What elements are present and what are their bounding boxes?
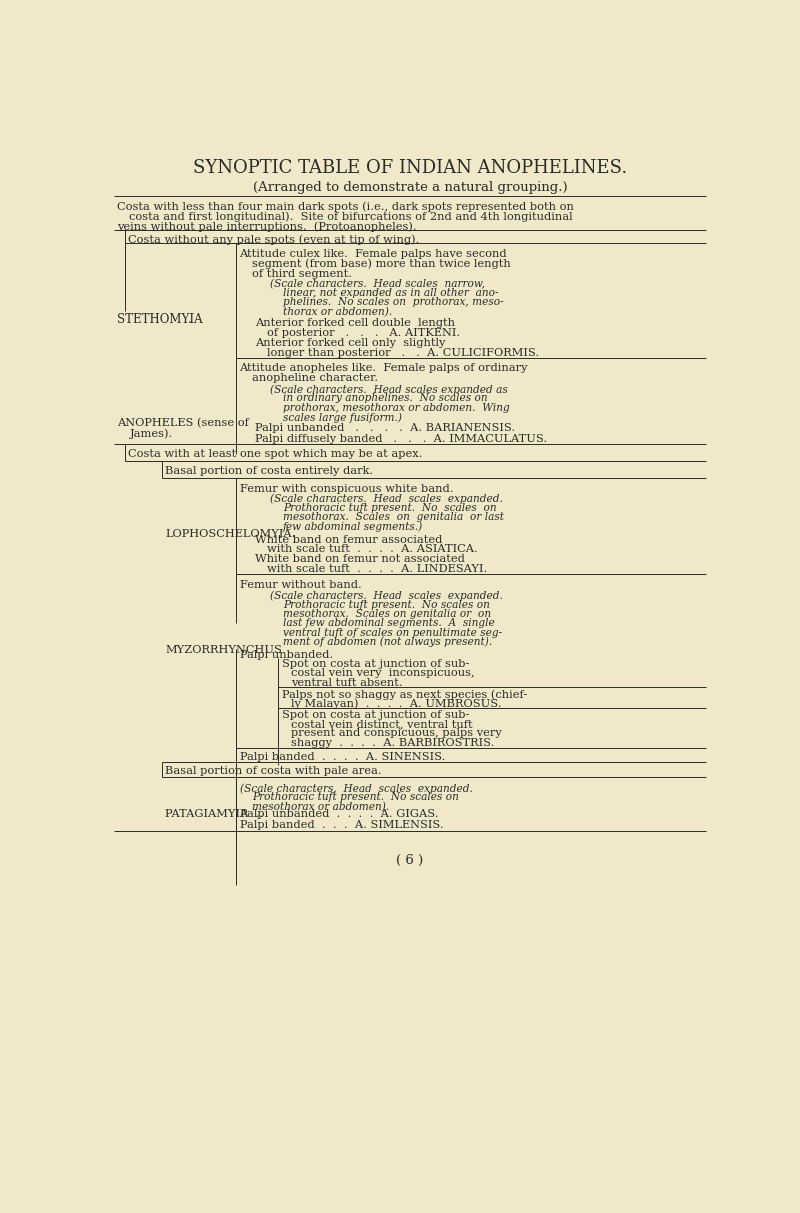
Text: veins without pale interruptions.  (Protoanopheles).: veins without pale interruptions. (Proto…	[117, 221, 417, 232]
Text: MYZORRHYNCHUS: MYZORRHYNCHUS	[165, 644, 282, 655]
Text: mesothorax or abdomen).: mesothorax or abdomen).	[252, 802, 389, 811]
Text: (Scale characters.  Head  scales  expanded.: (Scale characters. Head scales expanded.	[270, 591, 503, 602]
Text: Costa with at least one spot which may be at apex.: Costa with at least one spot which may b…	[128, 449, 422, 459]
Text: Basal portion of costa with pale area.: Basal portion of costa with pale area.	[165, 767, 382, 776]
Text: .: .	[188, 313, 192, 326]
Text: linear, not expanded as in all other  ano-: linear, not expanded as in all other ano…	[283, 287, 498, 298]
Text: longer than posterior   .   .  A. CULICIFORMIS.: longer than posterior . . A. CULICIFORMI…	[267, 348, 539, 358]
Text: prothorax, mesothorax or abdomen.  Wing: prothorax, mesothorax or abdomen. Wing	[283, 403, 510, 412]
Text: (Scale characters.  Head  scales  expanded.: (Scale characters. Head scales expanded.	[239, 784, 472, 793]
Text: (Arranged to demonstrate a natural grouping.): (Arranged to demonstrate a natural group…	[253, 181, 567, 194]
Text: ment of abdomen (not always present).: ment of abdomen (not always present).	[283, 637, 492, 648]
Text: SYNOPTIC TABLE OF INDIAN ANOPHELINES.: SYNOPTIC TABLE OF INDIAN ANOPHELINES.	[193, 159, 627, 177]
Text: mesothorax.  Scales on genitalia or  on: mesothorax. Scales on genitalia or on	[283, 609, 491, 619]
Text: ANOPHELES (sense of: ANOPHELES (sense of	[117, 418, 249, 428]
Text: PATAGIAMYIA  ..: PATAGIAMYIA ..	[165, 809, 263, 819]
Text: present and conspicuous, palps very: present and conspicuous, palps very	[291, 729, 502, 739]
Text: White band on femur associated: White band on femur associated	[255, 535, 442, 545]
Text: last few abdominal segments.  A  single: last few abdominal segments. A single	[283, 619, 494, 628]
Text: in ordinary anophelines.  No scales on: in ordinary anophelines. No scales on	[283, 393, 487, 404]
Text: costal vein very  inconspicuous,: costal vein very inconspicuous,	[291, 668, 475, 678]
Text: Spot on costa at junction of sub-: Spot on costa at junction of sub-	[282, 659, 470, 670]
Text: with scale tuft  .  .  .  .  A. ASIATICA.: with scale tuft . . . . A. ASIATICA.	[267, 545, 478, 554]
Text: Palps not so shaggy as next species (chief-: Palps not so shaggy as next species (chi…	[282, 689, 527, 700]
Text: Prothoracic tuft present.  No scales on: Prothoracic tuft present. No scales on	[252, 792, 458, 802]
Text: Basal portion of costa entirely dark.: Basal portion of costa entirely dark.	[165, 466, 374, 475]
Text: James).: James).	[130, 428, 173, 439]
Text: Palpi banded  .  .  .  A. SIMLENSIS.: Palpi banded . . . A. SIMLENSIS.	[239, 820, 443, 830]
Text: Anterior forked cell double  length: Anterior forked cell double length	[255, 318, 455, 328]
Text: (Scale characters.  Head scales  narrow,: (Scale characters. Head scales narrow,	[270, 279, 486, 289]
Text: mesothorax.  Scales  on  genitalia  or last: mesothorax. Scales on genitalia or last	[283, 512, 504, 522]
Text: costa and first longitudinal).  Site of bifurcations of 2nd and 4th longitudinal: costa and first longitudinal). Site of b…	[130, 211, 573, 222]
Text: ventral tuft of scales on penultimate seg-: ventral tuft of scales on penultimate se…	[283, 627, 502, 638]
Text: Palpi unbanded  .  .  .  .  A. GIGAS.: Palpi unbanded . . . . A. GIGAS.	[239, 809, 438, 819]
Text: White band on femur not associated: White band on femur not associated	[255, 554, 465, 564]
Text: segment (from base) more than twice length: segment (from base) more than twice leng…	[252, 258, 510, 269]
Text: ( 6 ): ( 6 )	[396, 854, 424, 867]
Text: ventral tuft absent.: ventral tuft absent.	[291, 678, 403, 688]
Text: thorax or abdomen).: thorax or abdomen).	[283, 307, 392, 317]
Text: Anterior forked cell only  slightly: Anterior forked cell only slightly	[255, 338, 446, 348]
Text: Femur without band.: Femur without band.	[239, 580, 362, 590]
Text: Palpi diffusely banded   .   .   .  A. IMMACULATUS.: Palpi diffusely banded . . . A. IMMACULA…	[255, 433, 547, 444]
Text: scales large fusiform.): scales large fusiform.)	[283, 412, 402, 422]
Text: phelines.  No scales on  prothorax, meso-: phelines. No scales on prothorax, meso-	[283, 297, 503, 307]
Text: with scale tuft  .  .  .  .  A. LINDESAYI.: with scale tuft . . . . A. LINDESAYI.	[267, 564, 488, 574]
Text: anopheline character.: anopheline character.	[252, 374, 378, 383]
Text: Costa without any pale spots (even at tip of wing).: Costa without any pale spots (even at ti…	[128, 235, 419, 245]
Text: (Scale characters.  Head  scales  expanded.: (Scale characters. Head scales expanded.	[270, 494, 503, 505]
Text: Spot on costa at junction of sub-: Spot on costa at junction of sub-	[282, 710, 470, 721]
Text: few abdominal segments.): few abdominal segments.)	[283, 522, 423, 531]
Text: STETHOMYIA: STETHOMYIA	[117, 313, 202, 326]
Text: Prothoracic tuft present.  No scales on: Prothoracic tuft present. No scales on	[283, 600, 490, 610]
Text: Palpi unbanded.: Palpi unbanded.	[239, 650, 333, 660]
Text: Palpi unbanded   .   .   .   .  A. BARIANENSIS.: Palpi unbanded . . . . A. BARIANENSIS.	[255, 423, 515, 433]
Text: Costa with less than four main dark spots (i.e., dark spots represented both on: Costa with less than four main dark spot…	[117, 201, 574, 211]
Text: costal vein distinct, ventral tuft: costal vein distinct, ventral tuft	[291, 719, 473, 729]
Text: Palpi banded  .  .  .  .  A. SINENSIS.: Palpi banded . . . . A. SINENSIS.	[239, 752, 445, 762]
Text: of third segment.: of third segment.	[252, 269, 352, 279]
Text: (Scale characters.  Head scales expanded as: (Scale characters. Head scales expanded …	[270, 385, 508, 394]
Text: of posterior   .   .   .   A. AITKENI.: of posterior . . . A. AITKENI.	[267, 328, 461, 338]
Text: Femur with conspicuous white band.: Femur with conspicuous white band.	[239, 484, 453, 495]
Text: shaggy  .  .  .  .  A. BARBIROSTRIS.: shaggy . . . . A. BARBIROSTRIS.	[291, 738, 494, 747]
Text: Prothoracic tuft present.  No  scales  on: Prothoracic tuft present. No scales on	[283, 503, 497, 513]
Text: LOPHOSCHELOMYIA.: LOPHOSCHELOMYIA.	[165, 529, 295, 539]
Text: Attitude anopheles like.  Female palps of ordinary: Attitude anopheles like. Female palps of…	[239, 364, 528, 374]
Text: ly Malayan)  .  .  .  .  A. UMBROSUS.: ly Malayan) . . . . A. UMBROSUS.	[291, 699, 502, 708]
Text: Attitude culex like.  Female palps have second: Attitude culex like. Female palps have s…	[239, 249, 507, 258]
